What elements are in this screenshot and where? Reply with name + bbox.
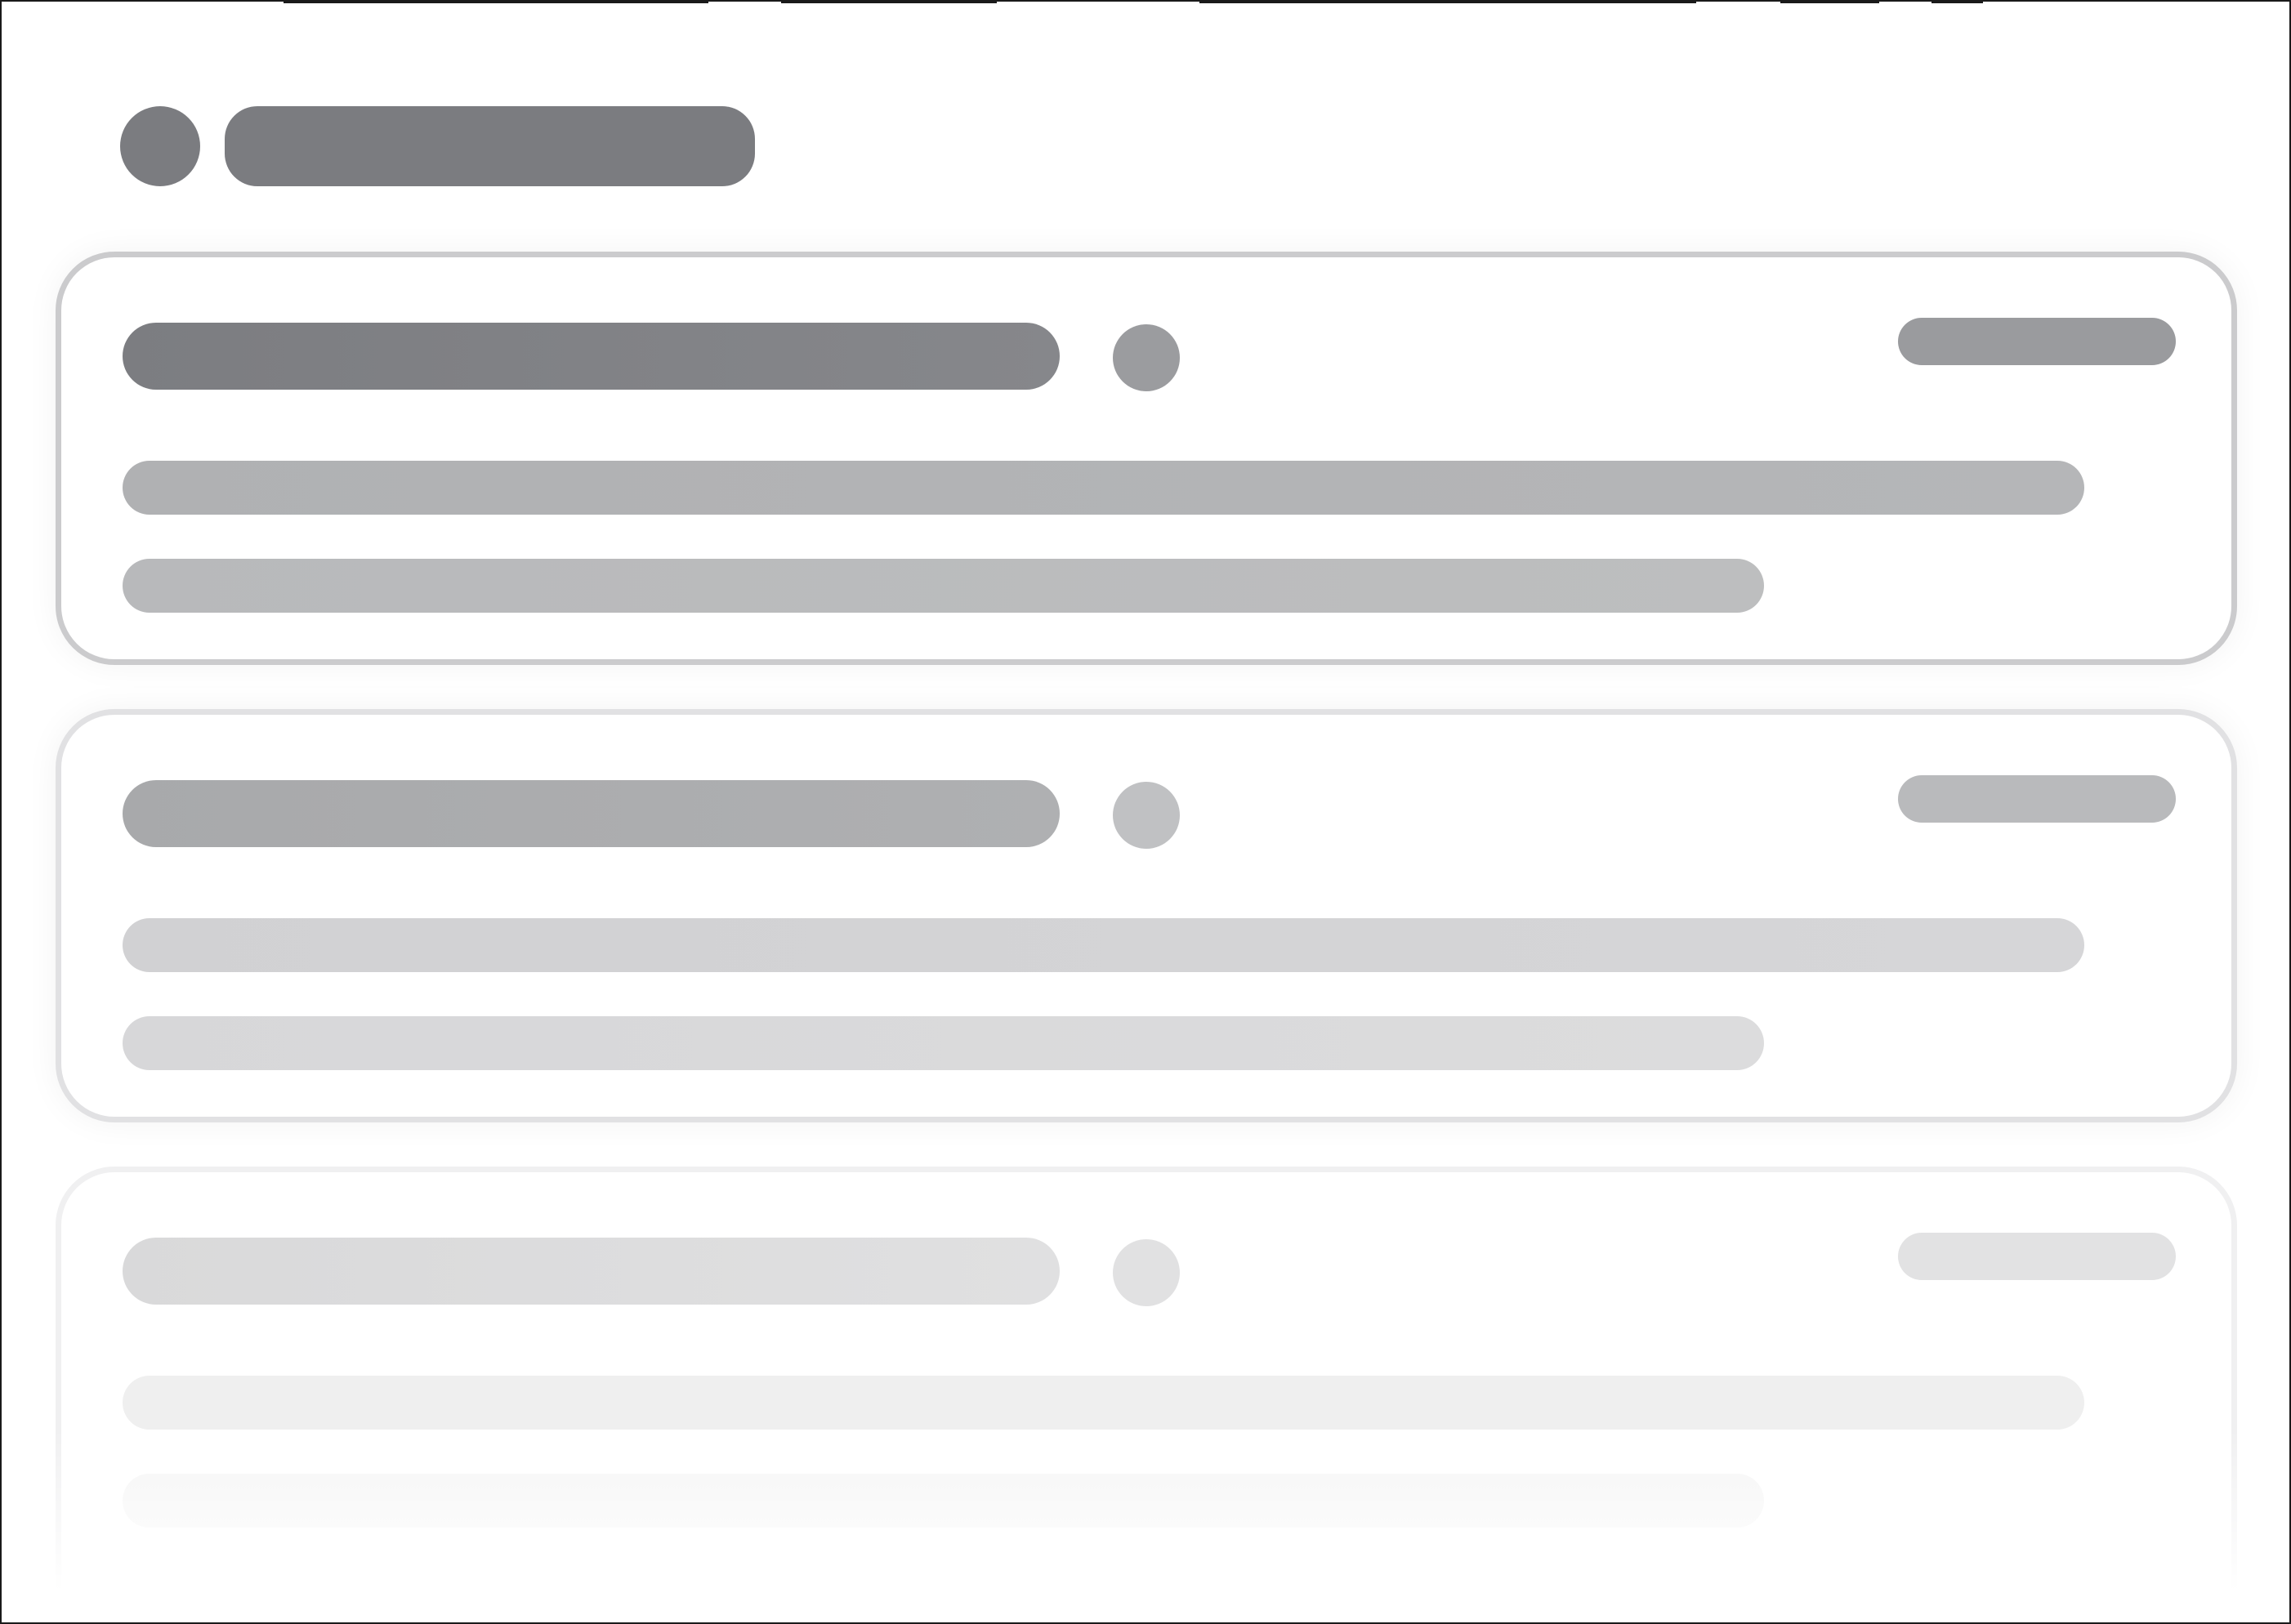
skeleton-card: [56, 709, 2237, 1122]
skeleton-meta-bar: [1898, 775, 2176, 823]
skeleton-status-dot: [1113, 1239, 1180, 1306]
tab-underline-4: [1780, 2, 1879, 3]
skeleton-text-line: [123, 559, 1764, 613]
header-avatar-placeholder: [120, 106, 200, 186]
skeleton-text-line: [123, 461, 2084, 515]
tab-underline-5: [1931, 2, 1983, 3]
skeleton-meta-bar: [1898, 318, 2176, 365]
skeleton-status-dot: [1113, 782, 1180, 849]
tab-underline-1: [284, 2, 708, 3]
skeleton-card: [56, 252, 2237, 665]
skeleton-title-bar: [123, 1238, 1060, 1305]
header-title-placeholder: [225, 106, 755, 186]
skeleton-meta-bar: [1898, 1233, 2176, 1280]
tab-underline-2: [781, 2, 997, 3]
skeleton-text-line: [123, 1016, 1764, 1070]
skeleton-title-bar: [123, 323, 1060, 390]
skeleton-text-line: [123, 1474, 1764, 1528]
skeleton-card: [56, 1167, 2237, 1591]
tab-underline-3: [1199, 2, 1696, 3]
skeleton-title-bar: [123, 780, 1060, 847]
skeleton-text-line: [123, 918, 2084, 972]
skeleton-status-dot: [1113, 324, 1180, 391]
skeleton-text-line: [123, 1376, 2084, 1430]
